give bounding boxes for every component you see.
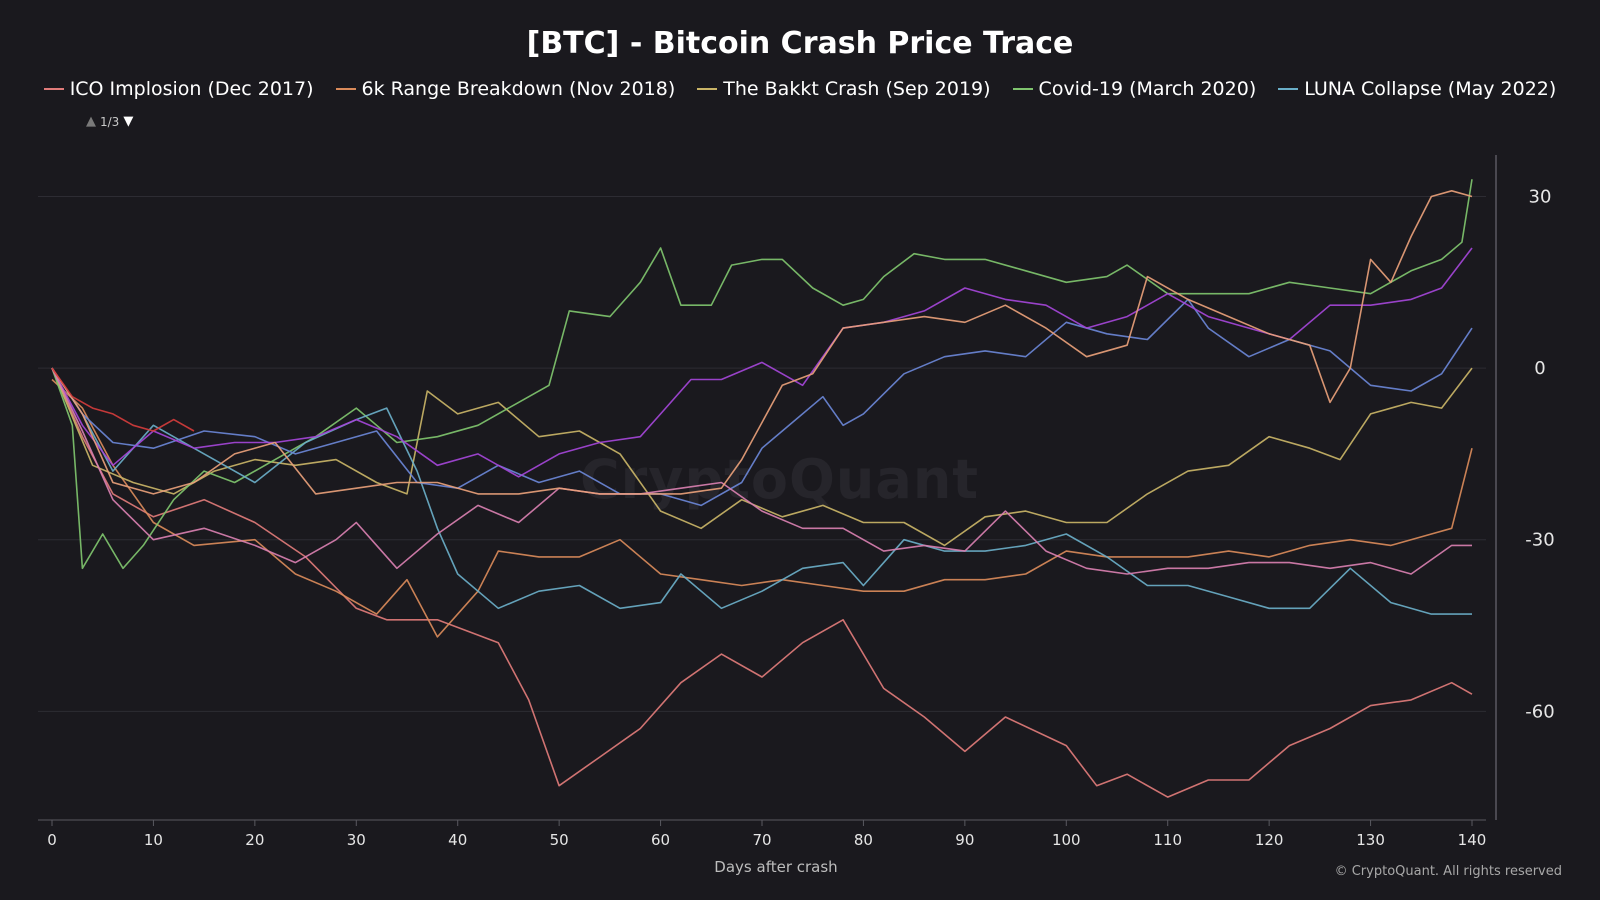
x-tick-label: 60 xyxy=(651,831,670,849)
tick-labels: 30 0 -30 -60 0 10 20 30 40 50 60 70 80 90 100 110 120 130… xyxy=(47,186,1554,849)
legend-item[interactable]: Covid-19 (March 2020) xyxy=(1012,78,1257,100)
axes xyxy=(38,155,1497,826)
legend-prev-icon[interactable]: ▲ xyxy=(86,114,96,129)
legend-swatch xyxy=(697,88,718,90)
x-axis-title: Days after crash xyxy=(714,858,837,876)
x-tick-label: 100 xyxy=(1052,831,1081,849)
legend-label: 6k Range Breakdown (Nov 2018) xyxy=(361,78,676,100)
x-tick-label: 40 xyxy=(448,831,467,849)
series-line-5 xyxy=(51,367,1472,615)
x-tick-label: 90 xyxy=(955,831,974,849)
x-tick-label: 20 xyxy=(245,831,264,849)
series-line-7 xyxy=(51,247,1473,478)
y-tick-label: 30 xyxy=(1529,186,1552,207)
copyright-credit: © CryptoQuant. All rights reserved xyxy=(1334,864,1562,879)
x-tick-label: 50 xyxy=(550,831,569,849)
legend-label: ICO Implosion (Dec 2017) xyxy=(69,78,314,100)
legend-label: LUNA Collapse (May 2022) xyxy=(1304,78,1557,100)
y-tick-label: 0 xyxy=(1534,358,1545,379)
legend-label: Covid-19 (March 2020) xyxy=(1038,78,1257,100)
legend-next-icon[interactable]: ▼ xyxy=(123,114,134,129)
legend-item[interactable]: LUNA Collapse (May 2022) xyxy=(1278,78,1556,100)
legend-page-indicator: 1/3 xyxy=(100,114,120,129)
legend-swatch xyxy=(1278,88,1299,90)
x-tick-label: 70 xyxy=(752,831,771,849)
legend-item[interactable]: ICO Implosion (Dec 2017) xyxy=(43,78,314,100)
watermark: CryptoQuant xyxy=(580,448,980,511)
series-line-9 xyxy=(51,190,1473,495)
chart-title: [BTC] - Bitcoin Crash Price Trace xyxy=(526,26,1074,61)
x-tick-label: 10 xyxy=(144,831,163,849)
legend-item[interactable]: The Bakkt Crash (Sep 2019) xyxy=(697,78,991,100)
legend-pager: ▲ 1/3 ▼ xyxy=(86,114,133,129)
legend-swatch xyxy=(43,88,64,90)
x-tick-label: 130 xyxy=(1356,831,1385,849)
series-line-4 xyxy=(51,179,1473,570)
x-tick-label: 80 xyxy=(854,831,873,849)
x-tick-label: 30 xyxy=(347,831,366,849)
series-line-10 xyxy=(51,367,195,432)
legend-item[interactable]: 6k Range Breakdown (Nov 2018) xyxy=(335,78,676,100)
grid-lines xyxy=(38,195,1486,712)
series-line-2 xyxy=(51,378,1473,638)
series-line-3 xyxy=(51,367,1473,547)
series-line-6 xyxy=(51,298,1473,507)
x-tick-label: 120 xyxy=(1255,831,1284,849)
series-lines xyxy=(51,179,1473,798)
x-tick-label: 140 xyxy=(1458,831,1487,849)
y-tick-label: -30 xyxy=(1525,530,1554,551)
legend-label: The Bakkt Crash (Sep 2019) xyxy=(723,78,991,100)
series-line-1 xyxy=(51,367,1473,798)
x-tick-label: 110 xyxy=(1153,831,1182,849)
series-line-8 xyxy=(51,367,1472,575)
y-tick-label: -60 xyxy=(1525,701,1554,722)
legend-swatch xyxy=(335,88,356,90)
legend-swatch xyxy=(1012,88,1033,90)
legend: ICO Implosion (Dec 2017) 6k Range Breakdo… xyxy=(0,78,1600,100)
x-tick-label: 0 xyxy=(47,831,57,849)
